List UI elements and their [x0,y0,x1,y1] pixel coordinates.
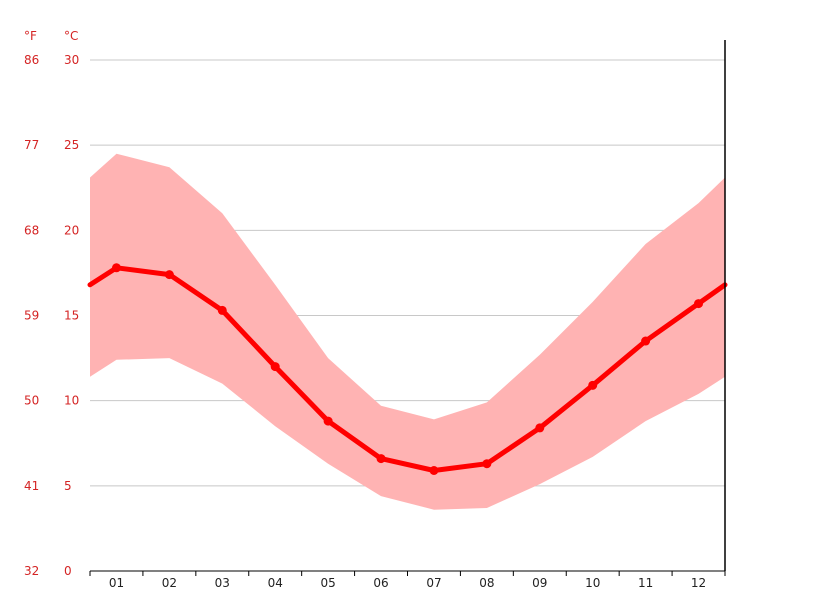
y-tick-label-celsius: 20 [64,223,79,237]
y-tick-label-fahrenheit: 68 [24,223,39,237]
x-tick-label-11: 11 [638,576,653,590]
y-tick-label-fahrenheit: 59 [24,309,39,323]
temperature-range-band [90,153,725,510]
mean-point-12 [694,299,704,309]
y-axis-ticks: 0 32 5 41 10 50 15 59 20 68 25 77 30 86 [24,53,79,578]
y-tick-label-fahrenheit: 77 [24,138,39,152]
y-tick-label-celsius: 5 [64,479,72,493]
y-tick-label-celsius: 10 [64,394,79,408]
mean-point-10 [588,380,598,390]
x-tick-label-05: 05 [320,576,335,590]
x-tick-label-01: 01 [109,576,124,590]
y-tick-label-celsius: 0 [64,564,72,578]
x-tick-label-07: 07 [426,576,441,590]
y-tick-label-celsius: 30 [64,53,79,67]
mean-point-07 [429,466,439,476]
x-axis-ticks: 01 02 03 04 05 06 07 08 09 10 11 12 [89,571,726,590]
x-tick-label-08: 08 [479,576,494,590]
mean-point-04 [270,362,280,372]
y-tick-label-fahrenheit: 86 [24,53,39,67]
x-tick-label-09: 09 [532,576,547,590]
mean-point-03 [217,305,227,315]
mean-point-01 [111,263,121,273]
mean-point-05 [323,416,333,426]
mean-point-09 [535,423,545,433]
x-tick-label-06: 06 [373,576,388,590]
x-tick-label-12: 12 [691,576,706,590]
fahrenheit-unit-label: °F [24,29,37,43]
mean-temperature-line [87,265,728,473]
mean-point-11 [641,336,651,346]
mean-point-02 [164,270,174,280]
x-tick-label-04: 04 [268,576,283,590]
x-tick-label-03: 03 [215,576,230,590]
mean-temperature-points [111,263,704,476]
celsius-unit-label: °C [64,29,78,43]
y-tick-label-fahrenheit: 32 [24,564,39,578]
mean-point-06 [376,454,386,464]
mean-point-08 [482,459,492,469]
y-tick-label-celsius: 25 [64,138,79,152]
y-tick-label-fahrenheit: 41 [24,479,39,493]
y-tick-label-fahrenheit: 50 [24,394,39,408]
x-tick-label-10: 10 [585,576,600,590]
x-tick-label-02: 02 [162,576,177,590]
y-tick-label-celsius: 15 [64,309,79,323]
